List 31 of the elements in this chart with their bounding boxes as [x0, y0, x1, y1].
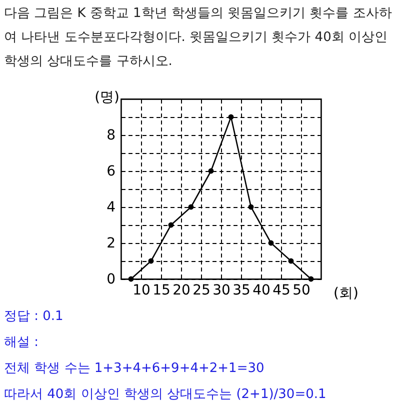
x-axis-title: (회): [334, 286, 358, 302]
y-tick-label: 6: [106, 164, 116, 180]
point: [128, 276, 134, 282]
y-tick-label: 8: [106, 128, 116, 144]
y-tick-label: 2: [106, 236, 116, 252]
x-tick-label: 45: [272, 282, 290, 298]
text: 정답 : 0.1: [4, 308, 64, 326]
point: [308, 276, 314, 282]
x-tick-label: 50: [292, 282, 310, 298]
text: 전체 학생 수는 1+3+4+6+9+4+2+1=30: [4, 360, 266, 378]
x-tick-label: 40: [252, 282, 270, 298]
y-tick-label: 0: [106, 272, 116, 288]
y-tick-label: 4: [106, 200, 116, 216]
x-tick-label: 10: [132, 282, 150, 298]
text: 해설 :: [4, 334, 40, 352]
x-tick-label: 30: [212, 282, 230, 298]
point: [228, 114, 234, 120]
x-tick-label: 20: [172, 282, 190, 298]
point: [188, 204, 194, 210]
text: 따라서 40회 이상인 학생의 상대도수는 (2+1)/30=0.1: [4, 386, 328, 404]
point: [148, 258, 154, 264]
point: [208, 168, 214, 174]
point: [268, 240, 274, 246]
point: [248, 204, 254, 210]
chart-title: 다음 그림은 K 중학교 1학년 학생들의 윗몸일으키기 횟수를 조사하여 나타낸 도수분포다각형이다. 윗몸일으키기 횟수가 40회 이상인 학생의 상대도수를 구하시오.: [4, 5, 393, 71]
point: [288, 258, 294, 264]
y-axis-title: (명): [94, 90, 120, 106]
x-tick-label: 35: [232, 282, 250, 298]
x-tick-label: 25: [192, 282, 210, 298]
point: [168, 222, 174, 228]
x-tick-label: 15: [152, 282, 170, 298]
